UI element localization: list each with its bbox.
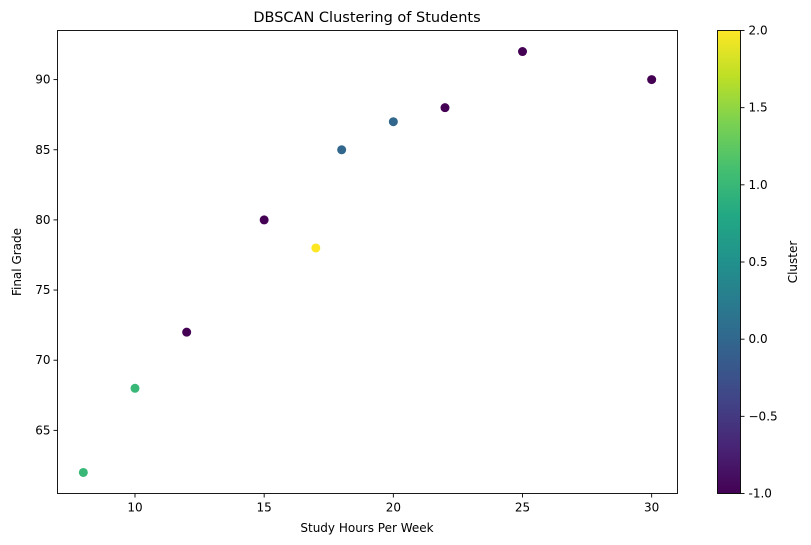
x-tick-label: 15 [257,501,272,515]
data-point [311,243,321,253]
colorbar-tick-label: 2.0 [749,24,768,38]
colorbar-tick-label: -1.0 [749,487,772,501]
colorbar-tick-label: 1.0 [749,178,768,192]
data-point [388,117,398,127]
x-axis-label: Study Hours Per Week [300,521,433,535]
y-tick-label: 80 [35,213,50,227]
colorbar-tick-label: 0.0 [749,332,768,346]
y-tick-label: 70 [35,353,50,367]
colorbar [717,30,741,494]
x-axis-ticks: 10 15 20 25 30 [127,493,659,515]
data-point [440,103,450,113]
colorbar-tick-label: −0.5 [749,409,778,423]
chart-title: DBSCAN Clustering of Students [253,10,480,26]
data-point [647,75,657,85]
data-points [78,47,657,477]
y-axis-label: Final Grade [10,228,24,296]
colorbar-label: Cluster [786,241,800,284]
y-tick-label: 65 [35,423,50,437]
data-point [518,47,527,57]
plot-area [57,30,678,494]
y-tick-label: 90 [35,73,50,87]
data-point [337,145,347,155]
x-tick-label: 10 [127,501,142,515]
data-point [130,383,140,393]
y-axis-ticks: 65 70 75 80 85 90 [35,73,58,437]
x-tick-label: 30 [644,501,659,515]
data-point [182,327,192,337]
x-tick-label: 20 [386,501,401,515]
colorbar-ticks: -1.0 −0.5 0.0 0.5 1.0 1.5 2.0 [740,24,778,501]
data-point [78,467,88,477]
x-tick-label: 25 [515,501,530,515]
data-point [259,215,269,225]
y-tick-label: 85 [35,143,50,157]
colorbar-tick-label: 0.5 [749,255,768,269]
y-tick-label: 75 [35,283,50,297]
colorbar-tick-label: 1.5 [749,101,768,115]
